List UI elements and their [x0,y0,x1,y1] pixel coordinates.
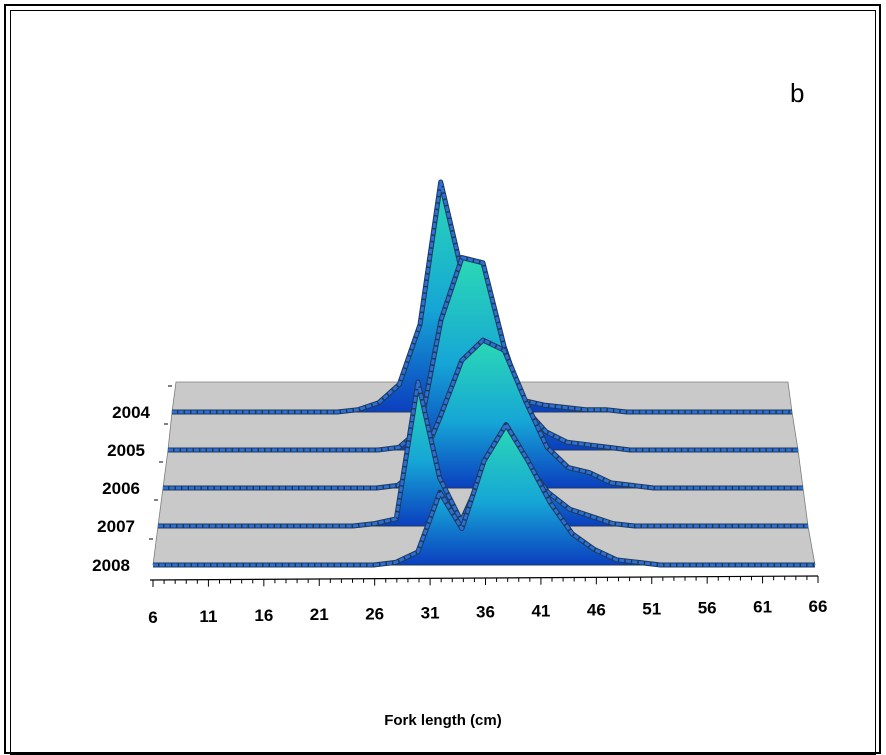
x-tick-label: 21 [310,605,329,624]
series-labels: 2004 2005 2006 2007 2008 [92,385,172,575]
x-tick-label: 61 [753,598,772,617]
panel-label: b [790,78,805,108]
series-label-2008: 2008 [92,556,130,575]
x-tick-label: 11 [199,607,217,626]
x-tick-label: 46 [587,601,606,620]
x-tick-label: 6 [148,608,157,627]
series-label-2006: 2006 [102,479,140,498]
x-ticks [152,576,819,587]
series-ribbon-2006 [163,338,803,490]
x-tick-label: 16 [254,606,273,625]
x-tick-label: 66 [809,597,828,616]
x-tick-label: 51 [642,600,661,619]
series-label-2005: 2005 [107,441,145,460]
series-layer [153,179,815,568]
x-axis-title: Fork length (cm) [384,712,502,729]
series-ribbon-2008 [153,423,815,567]
x-tick-label: 36 [476,602,495,621]
x-tick-label: 56 [698,599,717,618]
series-label-2007: 2007 [97,517,135,536]
series-ribbon-2005 [168,256,798,452]
series-label-2004: 2004 [112,403,150,422]
x-tick-label: 26 [365,604,384,623]
x-tick-label: 41 [531,601,550,620]
x-tick-labels: 6 11 16 21 26 31 36 41 46 51 56 61 66 [148,597,827,627]
x-tick-label: 31 [421,603,440,622]
